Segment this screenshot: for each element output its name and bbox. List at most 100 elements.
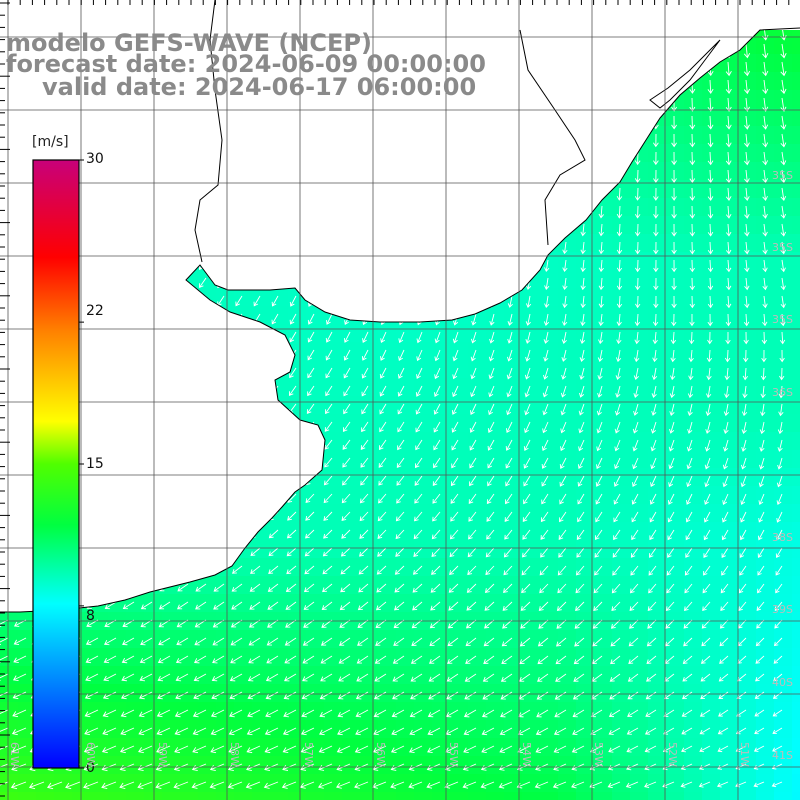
wind-vector [175,673,189,682]
speed-cell [342,504,361,523]
wind-vector [341,493,351,504]
wind-vector [83,781,99,790]
speed-cell [378,396,397,415]
wind-vector [700,691,711,700]
speed-cell [180,738,199,757]
speed-cell [360,540,379,559]
wind-vector [616,241,623,255]
wind-vector [415,421,423,433]
wind-vector [684,583,693,594]
wind-vector [300,745,315,754]
speed-cell [324,360,343,379]
speed-cell [252,684,271,703]
speed-cell [198,792,217,800]
wind-vector [0,673,9,682]
wind-vector [615,349,622,363]
wind-vector [392,673,405,682]
speed-cell [270,540,289,559]
wind-vector [649,511,657,523]
speed-cell [576,270,595,289]
wind-vector [772,691,783,699]
speed-cell [738,756,757,775]
wind-vector [649,529,657,541]
wind-vector [535,745,549,753]
wind-vector [355,727,369,736]
speed-cell [504,486,523,505]
speed-cell [234,576,253,595]
wind-vector [634,331,640,345]
wind-vector [596,421,603,434]
wind-vector [646,673,657,682]
wind-vector [723,421,729,434]
wind-vector [0,637,9,645]
speed-cell [468,468,487,487]
wind-vector [121,691,135,700]
wind-vector [650,475,657,488]
wind-vector [724,367,730,381]
speed-cell [414,558,433,577]
wind-vector [758,529,765,541]
wind-vector [761,349,767,363]
speed-cell [702,414,721,433]
wind-vector [668,457,675,470]
speed-cell [792,630,800,649]
wind-vector [577,457,585,470]
wind-vector [156,709,171,718]
speed-cell [180,756,199,775]
wind-vector [540,529,549,540]
speed-cell [414,648,433,667]
wind-vector [779,367,785,381]
wind-vector [447,655,459,664]
speed-cell [648,414,667,433]
speed-cell [612,522,631,541]
wind-vector [320,655,333,664]
lat-label: 38S [772,531,793,544]
speed-cell [720,630,739,649]
wind-vector [762,187,768,201]
colorbar-unit: [m/s] [32,134,69,150]
speed-cell [666,234,685,253]
wind-vector [523,475,531,487]
wind-vector [227,781,243,789]
wind-vector [362,331,369,343]
wind-vector [483,637,495,647]
speed-cell [774,738,793,757]
speed-cell [198,720,217,739]
wind-vector [250,565,261,574]
wind-vector [671,169,677,184]
speed-cell [648,342,667,361]
wind-vector [647,601,657,612]
speed-cell [378,432,397,451]
wind-vector [613,511,621,523]
speed-cell [774,504,793,523]
wind-vector [722,457,729,470]
wind-vector [305,511,315,521]
wind-vector [743,97,750,112]
wind-vector [325,403,333,415]
land-area [0,0,800,612]
wind-vector [774,601,783,611]
wind-vector [648,565,657,576]
speed-cell [756,432,775,451]
colorbar-tick-30: 30 [86,151,104,167]
speed-cell [324,396,343,415]
speed-cell [666,666,685,685]
wind-vector [610,655,621,665]
wind-vector [743,331,749,345]
speed-cell [738,576,757,595]
speed-cell [702,126,721,145]
wind-vector [481,745,495,753]
speed-cell [306,594,325,613]
speed-cell [378,522,397,541]
wind-vector [616,295,623,309]
wind-vector [775,565,783,576]
speed-cell [324,594,343,613]
speed-cell [468,666,487,685]
wind-vector [671,241,677,255]
wind-vector [543,313,550,326]
wind-vector [325,331,333,343]
speed-cell [666,594,685,613]
speed-cell [774,216,793,235]
